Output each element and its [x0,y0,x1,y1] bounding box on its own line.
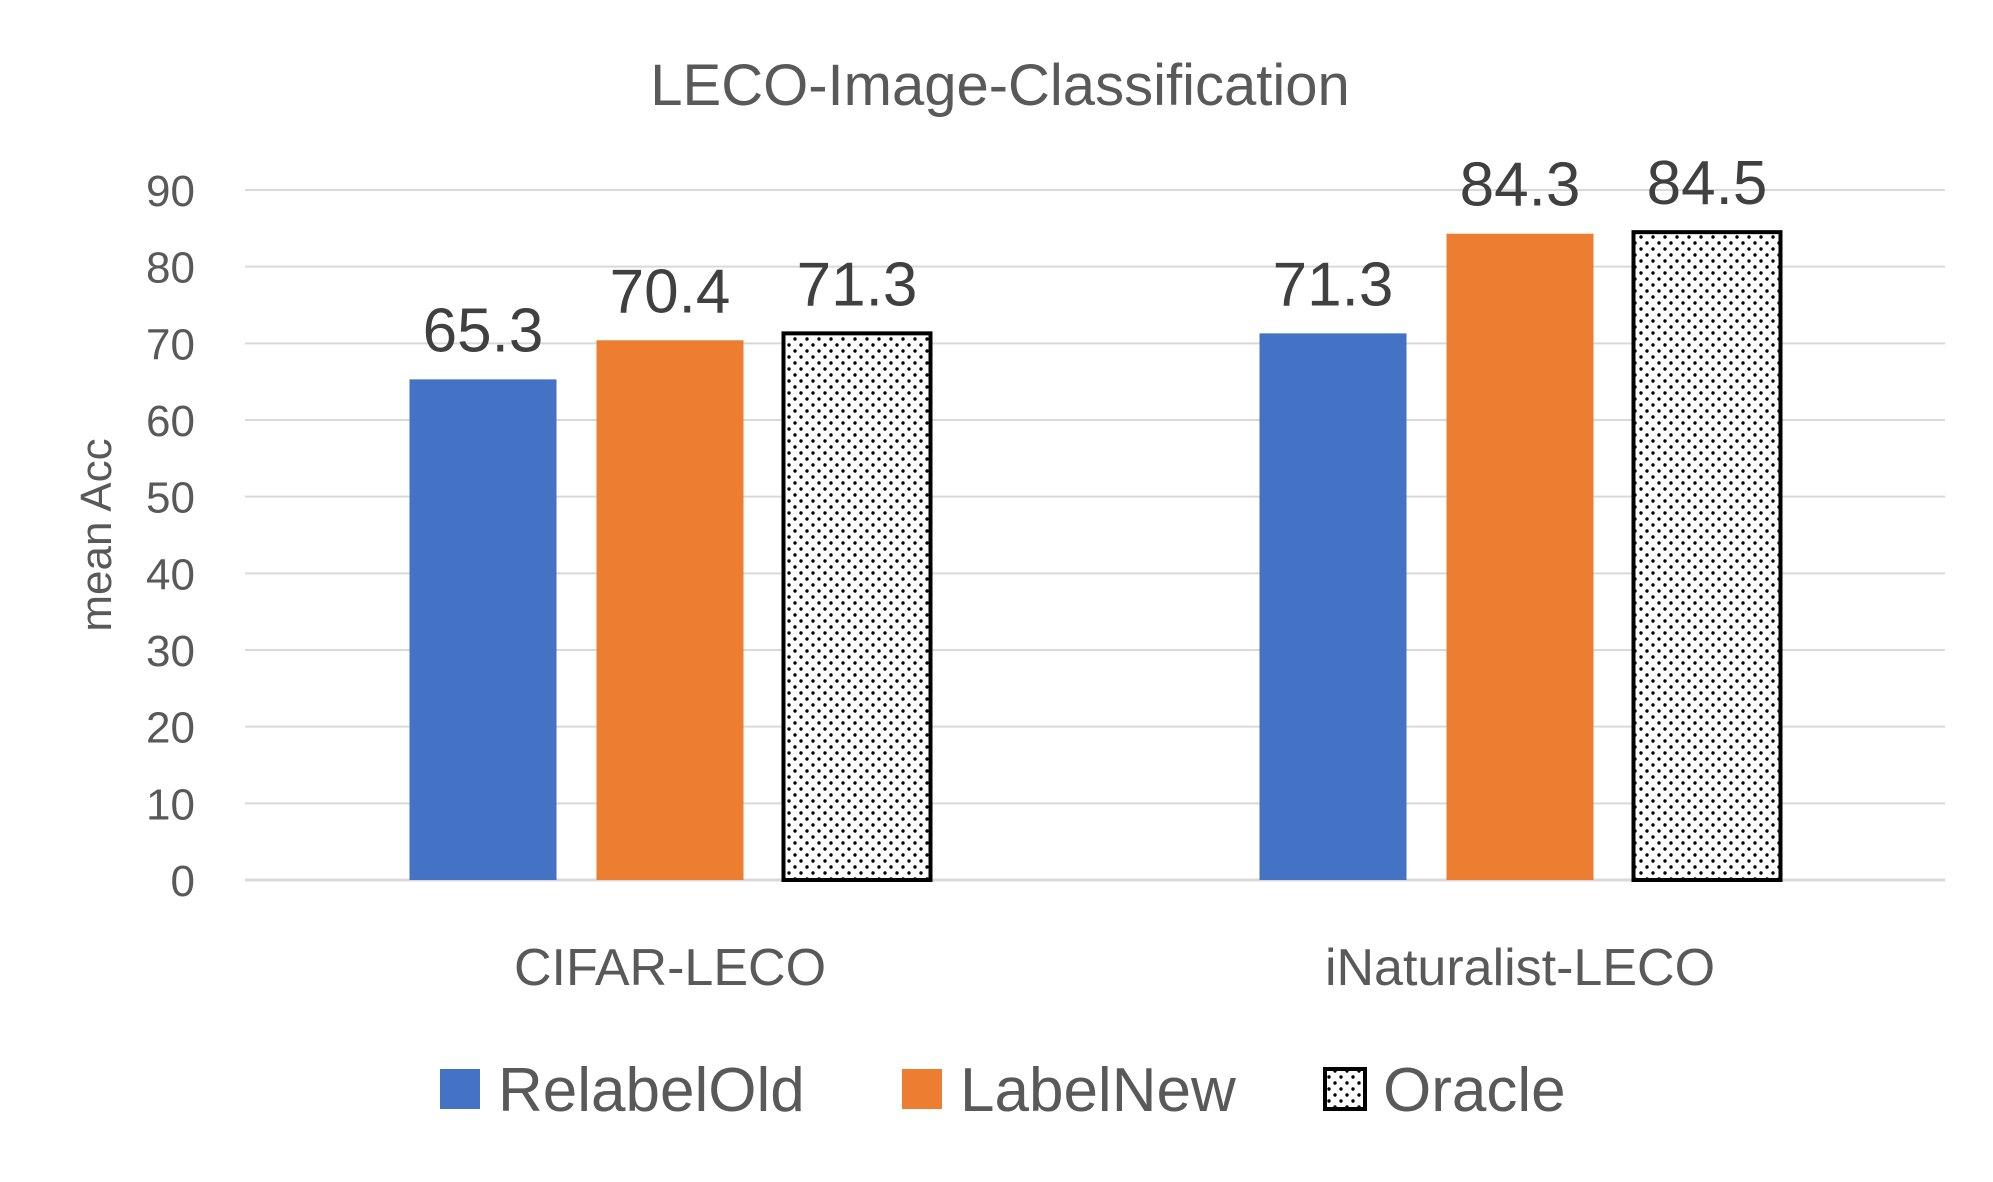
legend-label: LabelNew [960,1056,1236,1125]
bars [409,230,1783,883]
y-tick-label: 0 [171,857,195,906]
x-category-label: CIFAR-LECO [514,939,826,997]
bar-relabelold [409,379,557,880]
bar-oracle [781,331,933,883]
data-label: 84.3 [1460,151,1581,220]
y-tick-label: 70 [146,320,195,369]
legend-label: Oracle [1383,1056,1566,1125]
x-axis-categories: CIFAR-LECO iNaturalist-LECO [514,939,1715,997]
y-tick-label: 20 [146,704,195,753]
data-label: 71.3 [1273,250,1394,319]
y-tick-label: 40 [146,550,195,599]
data-label: 65.3 [423,296,544,365]
data-label: 84.5 [1647,149,1768,218]
bar-relabelold [1259,333,1407,880]
data-labels: 65.3 70.4 71.3 71.3 84.3 84.5 [423,149,1768,365]
legend-swatch-labelnew [902,1069,942,1109]
data-label: 71.3 [797,250,918,319]
data-label: 70.4 [610,257,731,326]
y-axis-ticks: 0 10 20 30 40 50 60 70 80 90 [146,167,195,906]
legend-swatch-oracle [1323,1067,1367,1111]
y-tick-label: 80 [146,244,195,293]
bar-oracle [1631,230,1783,882]
bar-labelnew [1446,233,1594,880]
y-axis-label: mean Acc [72,438,121,631]
y-tick-label: 90 [146,167,195,216]
legend-swatch-relabelold [440,1069,480,1109]
y-tick-label: 60 [146,397,195,446]
y-tick-label: 10 [146,780,195,829]
bar-labelnew [596,340,744,880]
chart-title: LECO-Image-Classification [650,53,1349,118]
x-category-label: iNaturalist-LECO [1325,939,1715,997]
legend: RelabelOld LabelNew Oracle [440,1056,1566,1125]
y-tick-label: 30 [146,627,195,676]
y-tick-label: 50 [146,474,195,523]
legend-label: RelabelOld [498,1056,805,1125]
